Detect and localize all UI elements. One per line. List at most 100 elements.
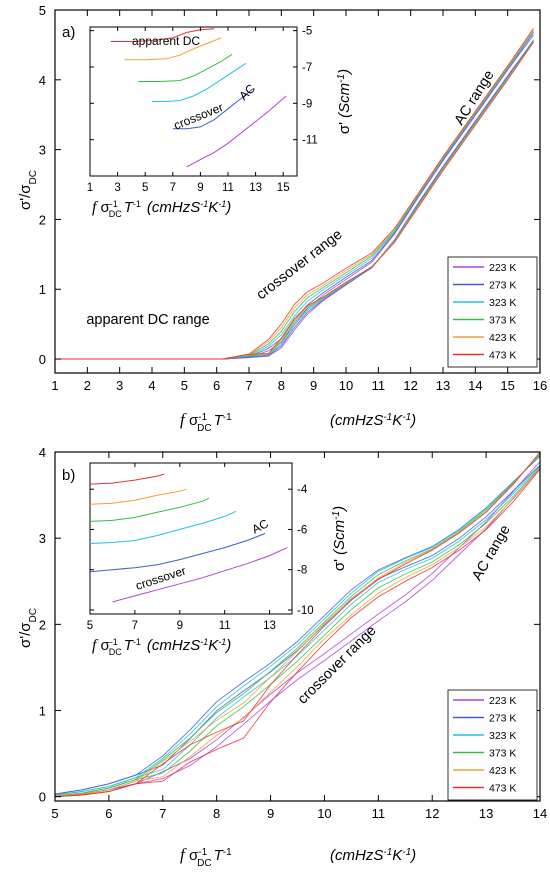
x-label-sigma: σ <box>189 412 199 429</box>
x-tick-label: 6 <box>105 806 112 821</box>
x-label-T: T <box>214 412 225 429</box>
y-tick-label: 5 <box>39 3 46 18</box>
legend-entry: 473 K <box>489 350 516 362</box>
x-tick-label: 5 <box>181 378 188 393</box>
range-annotation: AC range <box>452 68 498 128</box>
series-line-373-k <box>54 453 541 797</box>
inset-x-sigma: σ <box>100 637 110 654</box>
inset-x-tick-label: 7 <box>170 182 176 194</box>
legend-box <box>447 256 538 368</box>
legend-entry: 473 K <box>489 783 516 795</box>
y-tick-label: 1 <box>39 282 46 297</box>
inset-series-line <box>89 473 165 485</box>
inset-annotation: apparent DC <box>132 34 200 48</box>
legend-box <box>447 689 538 801</box>
range-annotation: apparent DC range <box>86 312 209 328</box>
series-line-273-k <box>54 455 541 795</box>
x-axis-label-symbolic: f σ-1 DC T-1 <box>180 410 232 434</box>
x-tick-label: 14 <box>533 806 547 821</box>
inset-x-sup1: -1 <box>110 199 118 209</box>
series-line-473-k <box>54 451 541 798</box>
x-tick-label: 10 <box>317 806 331 821</box>
x-label-sup1: -1 <box>198 847 207 858</box>
inset-y-tick-label: -8 <box>297 565 307 577</box>
x-label-sub: DC <box>197 858 211 869</box>
series-line-323-k <box>54 454 541 796</box>
inset-x-units: (cmHzS <box>147 637 200 654</box>
x-tick-label: 7 <box>159 806 166 821</box>
inset-x-uk: K <box>208 199 219 216</box>
x-axis-label-symbolic: f σ-1 DC T-1 <box>180 845 232 869</box>
x-axis-units: (cmHzS-1K-1) <box>330 847 416 865</box>
legend-entry: 223 K <box>489 695 516 707</box>
inset-y-tick-label: -10 <box>297 605 314 617</box>
x-tick-label: 2 <box>84 378 91 393</box>
x-tick-label: 13 <box>479 806 493 821</box>
y-tick-label: 0 <box>39 790 46 805</box>
x-label-f: f <box>180 410 189 429</box>
y-axis-label-sub: DC <box>28 608 39 622</box>
x-tick-label: 12 <box>403 378 417 393</box>
series-line-423-k <box>55 29 534 360</box>
inset-x-uclose: ) <box>224 199 231 216</box>
x-tick-label: 7 <box>245 378 252 393</box>
series-line-473-k <box>55 27 534 360</box>
x-units-open: (cmHzS <box>330 847 383 864</box>
y-tick-label: 2 <box>39 212 46 227</box>
legend-entry: 273 K <box>489 713 516 725</box>
inset-x-sup2: -1 <box>133 637 141 647</box>
inset-x-tick-label: 9 <box>177 620 183 632</box>
inset-x-usup1: -1 <box>200 199 208 209</box>
inset-x-usup1: -1 <box>200 637 208 647</box>
x-label-sub: DC <box>197 423 211 434</box>
inset-x-T: T <box>124 199 135 216</box>
legend-entry: 373 K <box>489 315 516 327</box>
inset-series-line <box>186 95 287 168</box>
inset-x-axis-label: f σ-1 DC T-1 (cmHzS-1K-1) <box>92 199 231 219</box>
x-tick-label: 15 <box>500 378 514 393</box>
y-axis-label-main: σ'/σ <box>17 622 34 648</box>
x-tick-label: 9 <box>310 378 317 393</box>
inset-chart: 5 7 9 11 13-4-6-8-10σ' (Scm-1)f σ-1 DC T-1 (cmH… <box>87 462 348 657</box>
inset-x-tick-label: 7 <box>132 620 138 632</box>
inset-ylabel-units: (Scm <box>331 520 348 555</box>
x-tick-label: 16 <box>533 378 547 393</box>
panel-label: a) <box>62 24 75 41</box>
plot-frame <box>54 451 541 802</box>
legend-entry: 323 K <box>489 730 516 742</box>
y-tick-label: 4 <box>39 73 46 88</box>
inset-x-sup2: -1 <box>133 199 141 209</box>
inset-ylabel-sigma: σ' <box>331 555 348 571</box>
inset-series-line <box>124 37 222 61</box>
inset-y-tick-label: -11 <box>302 135 318 147</box>
legend-entry: 423 K <box>489 765 516 777</box>
x-units-sup1: -1 <box>383 412 392 423</box>
inset-x-tick-label: 13 <box>249 182 262 194</box>
x-tick-label: 14 <box>468 378 482 393</box>
inset-ylabel-units: (Scm <box>336 83 353 118</box>
x-label-f: f <box>180 845 189 864</box>
inset-frame <box>89 26 298 177</box>
inset-x-axis-label: f σ-1 DC T-1 (cmHzS-1K-1) <box>92 637 231 657</box>
inset-x-tick-label: 1 <box>87 182 93 194</box>
inset-x-f: f <box>92 637 100 654</box>
inset-x-usup2: -1 <box>218 637 226 647</box>
y-axis-label: σ'/σDC <box>17 608 39 648</box>
x-label-T: T <box>214 847 225 864</box>
series-line-223-k <box>55 34 534 360</box>
x-tick-label: 3 <box>116 378 123 393</box>
inset-y-tick-label: -6 <box>297 524 307 536</box>
y-axis-label: σ'/σDC <box>17 170 39 210</box>
x-units-sup2: -1 <box>402 412 411 423</box>
inset-series-line <box>138 53 233 82</box>
y-axis-label-main: σ'/σ <box>17 184 34 210</box>
inset-x-tick-label: 5 <box>87 620 93 632</box>
inset-x-T: T <box>124 637 135 654</box>
x-label-sup2: -1 <box>223 412 232 423</box>
x-units-open: (cmHzS <box>330 412 383 429</box>
inset-x-tick-label: 11 <box>219 620 231 632</box>
x-units-k: K <box>392 847 403 864</box>
x-tick-label: 6 <box>213 378 220 393</box>
